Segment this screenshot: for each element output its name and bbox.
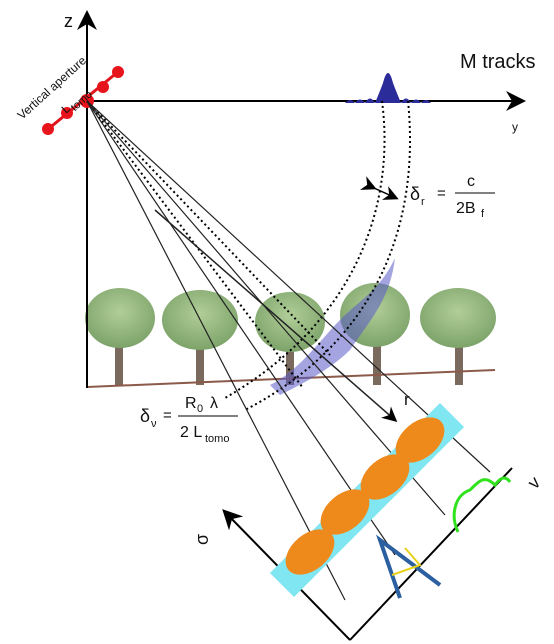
blue-profile	[375, 534, 442, 599]
delta-r-arrow	[359, 176, 399, 200]
denominator: 2 L	[180, 424, 202, 441]
z-label: z	[64, 11, 73, 31]
scatterers	[285, 417, 445, 575]
subscript: ν	[151, 418, 157, 430]
r-label: r	[404, 390, 410, 409]
vertical-profile	[270, 258, 395, 395]
green-profile	[452, 476, 512, 533]
numerator-lambda: λ	[210, 395, 218, 412]
v-label: v	[524, 472, 545, 493]
dotted-beams	[86, 100, 411, 411]
numerator-subscript: 0	[197, 403, 203, 415]
delta-r-formula: δ r = c 2B f	[410, 173, 495, 220]
symbol: δ	[410, 184, 420, 204]
numerator: c	[467, 173, 475, 190]
pulse	[345, 73, 431, 103]
yellow-profile	[391, 547, 422, 576]
denominator-subscript: f	[481, 208, 485, 220]
denominator-subscript: tomo	[205, 433, 229, 445]
sigma-label: σ	[192, 534, 212, 545]
delta-v-formula: δ ν = R 0 λ 2 L tomo	[140, 395, 238, 445]
v-axis	[349, 467, 513, 641]
subscript: r	[421, 196, 425, 208]
tracks-label: M tracks	[460, 51, 536, 73]
trees	[85, 283, 496, 385]
y-label: y	[512, 120, 518, 134]
equals: =	[437, 185, 446, 202]
symbol: δ	[140, 406, 150, 426]
numerator: R	[185, 395, 197, 412]
denominator: 2B	[456, 200, 476, 217]
range-lines	[86, 100, 491, 601]
equals: =	[163, 407, 172, 424]
